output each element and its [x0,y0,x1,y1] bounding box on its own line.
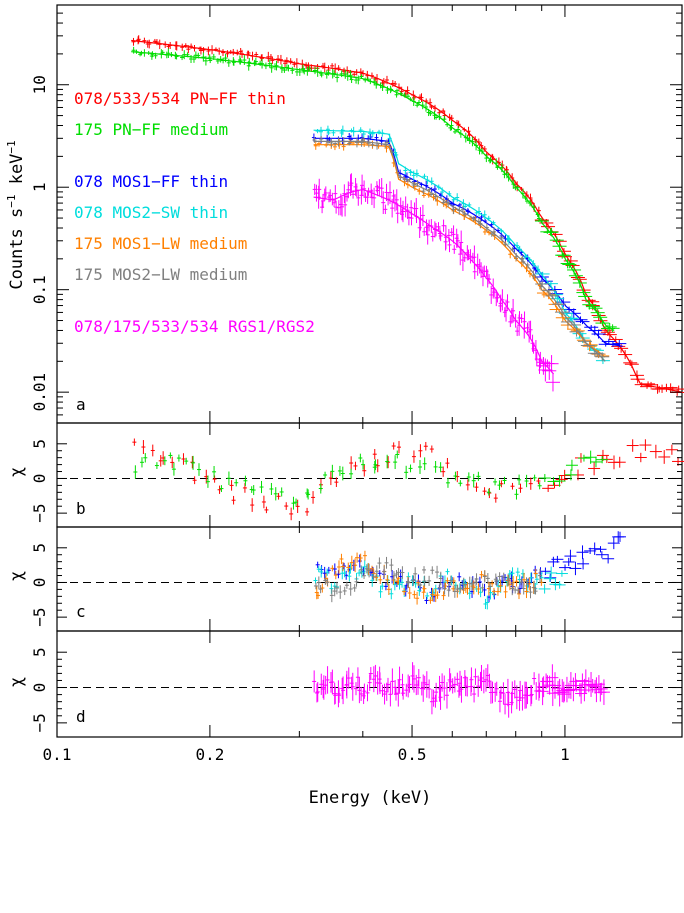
x-axis-label: Energy (keV) [309,788,432,808]
ylabel-sup2: −1 [5,140,18,153]
ylabel-sup1: −1 [5,195,18,208]
x-tick-label: 0.1 [43,745,72,764]
legend-rgs: 078/175/533/534 RGS1/RGS2 [74,317,315,336]
series-a-6 [312,173,560,392]
series-a-1 [131,46,620,333]
series-c-3 [313,556,542,603]
ylabel-main: Counts s [7,208,27,290]
x-tick-label: 0.2 [195,745,224,764]
y-tick-label-a: 0.1 [30,275,49,304]
y-tick-label-b: −5 [30,504,49,523]
panel-b-label: b [76,499,86,518]
x-tick-label: 0.5 [398,745,427,764]
legend-mos2-sw-thin: 078 MOS2−SW thin [74,203,228,222]
y-tick-label-c: 5 [30,543,49,553]
legend-mos1-lw-medium: 175 MOS1−LW medium [74,234,247,253]
series-d-0 [312,662,610,718]
panel-d-ylabel: χ [7,677,27,687]
panel-b-frame [56,422,683,528]
ticks-layer: 10 1 0.1 0.01 5 0 −5 5 0 −5 5 0 −5 0.1 0.2 0.5 1 [30,4,682,764]
y-tick-label-d: 0 [30,683,49,693]
y-tick-label-d: −5 [30,713,49,732]
y-tick-label-c: −5 [30,608,49,627]
legend-pn-ff-medium: 175 PN−FF medium [74,120,228,139]
y-tick-label-a: 0.01 [30,373,49,412]
legend-pn-ff-thin: 078/533/534 PN−FF thin [74,89,286,108]
series-a-2 [311,133,627,348]
panel-d-frame [56,630,683,738]
series-a-3 [313,125,610,365]
series-a-5 [312,135,610,362]
legend-mos2-lw-medium: 175 MOS2−LW medium [74,265,247,284]
y-tick-label-c: 0 [30,578,49,588]
plot-layer [57,35,684,718]
panel-c-ylabel: χ [7,571,27,581]
ylabel-mid: keV [7,154,27,195]
panel-a-label: a [76,395,86,414]
legend-mos1-ff-thin: 078 MOS1−FF thin [74,172,228,191]
panel-c-label: c [76,602,86,621]
y-tick-label-a: 1 [30,182,49,192]
y-tick-label-a: 10 [30,75,49,94]
model-line [313,189,555,375]
panel-a-ylabel: Counts s−1 keV−1 [5,140,27,289]
panel-b-ylabel: χ [7,467,27,477]
y-tick-label-d: 5 [30,647,49,657]
series-b-0 [132,438,684,521]
y-tick-label-b: 5 [30,439,49,449]
series-b-1 [133,450,609,510]
model-line [313,137,623,347]
y-tick-label-b: 0 [30,474,49,484]
x-tick-label: 1 [560,745,570,764]
panel-d-label: d [76,707,86,726]
panel-c-frame [56,526,683,632]
